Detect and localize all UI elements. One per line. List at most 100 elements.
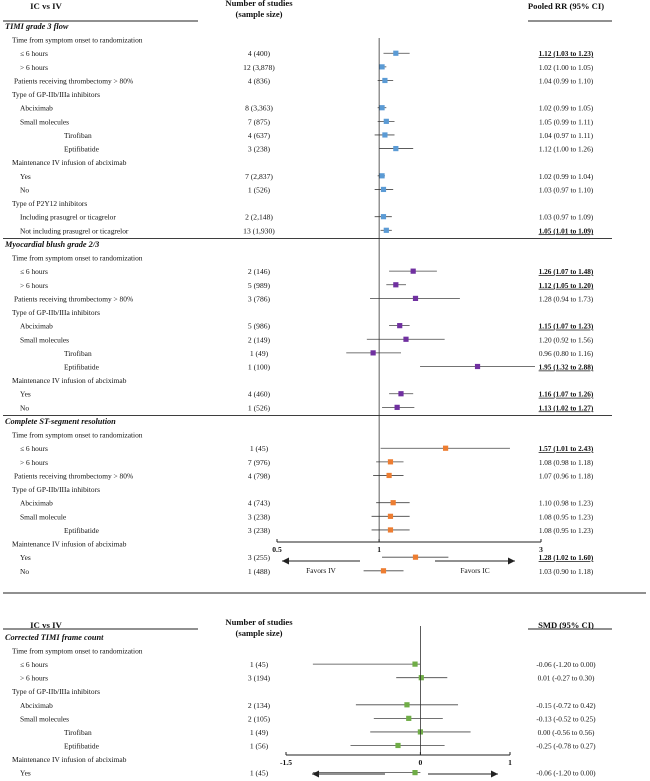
point-estimate	[379, 64, 385, 70]
row-label: No	[20, 403, 29, 412]
row-label: Tirofiban	[64, 728, 92, 737]
row-studies: 1 (45)	[250, 444, 269, 453]
point-estimate	[370, 350, 376, 356]
subgroup-label: Type of GP-IIb/IIIa inhibitors	[12, 485, 100, 494]
row-label: Including prasugrel or ticagrelor	[20, 213, 116, 222]
header-group: IC vs IV	[30, 620, 62, 630]
row-studies: 3 (786)	[248, 294, 271, 303]
arrow-right-icon	[508, 557, 515, 565]
row-studies: 3 (238)	[248, 526, 271, 535]
row-studies: 1 (49)	[250, 728, 269, 737]
row-label: ≤ 6 hours	[20, 267, 48, 276]
row-effect-ci: 1.12 (1.00 to 1.26)	[539, 145, 594, 154]
section-title: Corrected TIMI frame count	[5, 633, 104, 642]
row-studies: 2 (149)	[248, 335, 271, 344]
point-estimate	[395, 742, 401, 749]
point-estimate	[403, 336, 409, 342]
arrow-right-icon	[491, 770, 498, 778]
row-label: Not including prasugrel or ticagrelor	[20, 226, 129, 235]
subgroup-label: Type of GP-IIb/IIIa inhibitors	[12, 90, 100, 99]
row-studies: 1 (49)	[250, 349, 269, 358]
point-estimate	[412, 295, 419, 301]
header-studies: Number of studies	[225, 617, 293, 627]
row-effect-ci: 1.95 (1.32 to 2.88)	[539, 363, 594, 372]
subgroup-label: Type of P2Y12 inhibitors	[12, 199, 87, 208]
row-label: Small molecule	[20, 512, 67, 521]
row-studies: 4 (400)	[248, 49, 271, 58]
row-label: ≤ 6 hours	[20, 49, 48, 58]
row-effect-ci: 1.28 (1.02 to 1.60)	[539, 553, 594, 562]
row-label: Patients receiving thrombectomy > 80%	[14, 76, 133, 85]
row-studies: 4 (637)	[248, 131, 271, 140]
row-effect-ci: 1.07 (0.96 to 1.18)	[539, 471, 594, 480]
row-effect-ci: 1.13 (1.02 to 1.27)	[539, 403, 594, 412]
x-tick-label: -1.5	[280, 758, 292, 767]
favors-right-label: Favors IC	[460, 566, 489, 575]
row-effect-ci: -0.06 (-1.20 to 0.00)	[536, 660, 596, 669]
point-estimate	[474, 363, 481, 370]
x-tick-label: 1	[508, 758, 512, 767]
point-estimate	[398, 391, 404, 397]
row-studies: 1 (526)	[248, 403, 271, 412]
row-label: Eptifibatide	[64, 363, 100, 372]
row-studies: 1 (56)	[250, 741, 269, 750]
row-label: No	[20, 567, 29, 576]
row-effect-ci: 0.00 (-0.56 to 0.56)	[538, 728, 595, 737]
header-effect: SMD (95% CI)	[538, 620, 594, 630]
row-effect-ci: 1.04 (0.99 to 1.10)	[539, 76, 594, 85]
header-group: IC vs IV	[30, 1, 62, 11]
row-studies: 5 (986)	[248, 322, 271, 331]
row-label: Eptifibatide	[64, 145, 100, 154]
row-studies: 8 (3,363)	[245, 104, 273, 113]
point-estimate	[442, 445, 449, 451]
row-effect-ci: -0.06 (-1.20 to 0.00)	[536, 769, 596, 778]
row-studies: 3 (238)	[248, 145, 271, 154]
point-estimate	[380, 568, 387, 574]
favors-left-label: Favors IV	[306, 566, 336, 575]
row-label: Abciximab	[20, 322, 53, 331]
subgroup-label: Type of GP-IIb/IIIa inhibitors	[12, 687, 100, 696]
row-studies: 4 (836)	[248, 76, 271, 85]
row-label: Eptifibatide	[64, 526, 100, 535]
row-label: > 6 hours	[20, 674, 48, 683]
row-label: Small molecules	[20, 335, 69, 344]
subgroup-label: Maintenance IV infusion of abciximab	[12, 755, 127, 764]
row-effect-ci: 1.02 (0.99 to 1.05)	[539, 104, 594, 113]
section-title: Complete ST-segment resolution	[5, 417, 116, 426]
subgroup-label: Maintenance IV infusion of abciximab	[12, 376, 127, 385]
row-effect-ci: 0.01 (-0.27 to 0.30)	[538, 674, 595, 683]
row-effect-ci: 1.16 (1.07 to 1.26)	[539, 390, 594, 399]
row-studies: 1 (100)	[248, 363, 271, 372]
row-label: Tirofiban	[64, 131, 92, 140]
row-label: ≤ 6 hours	[20, 444, 48, 453]
row-label: Abciximab	[20, 104, 53, 113]
row-effect-ci: 1.28 (0.94 to 1.73)	[539, 294, 594, 303]
row-effect-ci: 1.57 (1.01 to 2.43)	[539, 444, 594, 453]
row-effect-ci: 1.03 (0.97 to 1.10)	[539, 185, 594, 194]
row-studies: 7 (976)	[248, 458, 271, 467]
row-studies: 7 (875)	[248, 117, 271, 126]
section-title: Myocardial blush grade 2/3	[4, 240, 99, 249]
point-estimate	[412, 770, 418, 776]
row-studies: 4 (743)	[248, 499, 271, 508]
row-label: Patients receiving thrombectomy > 80%	[14, 471, 133, 480]
row-studies: 2 (2,148)	[245, 213, 273, 222]
row-studies: 2 (134)	[248, 701, 271, 710]
row-studies: 3 (238)	[248, 512, 271, 521]
row-studies: 2 (105)	[248, 714, 271, 723]
point-estimate	[410, 268, 416, 274]
header-studies-sub: (sample size)	[235, 9, 282, 19]
subgroup-label: Time from symptom onset to randomization	[12, 431, 143, 440]
point-estimate	[382, 132, 388, 138]
point-estimate	[397, 323, 403, 329]
row-effect-ci: 1.05 (0.99 to 1.11)	[539, 117, 594, 126]
row-studies: 1 (45)	[250, 769, 269, 778]
row-effect-ci: -0.15 (-0.72 to 0.42)	[536, 701, 596, 710]
subgroup-label: Time from symptom onset to randomization	[12, 36, 143, 45]
row-label: Tirofiban	[64, 349, 92, 358]
subgroup-label: Type of GP-IIb/IIIa inhibitors	[12, 308, 100, 317]
row-label: Yes	[20, 172, 31, 181]
row-effect-ci: 1.20 (0.92 to 1.56)	[539, 335, 594, 344]
point-estimate	[380, 214, 387, 220]
